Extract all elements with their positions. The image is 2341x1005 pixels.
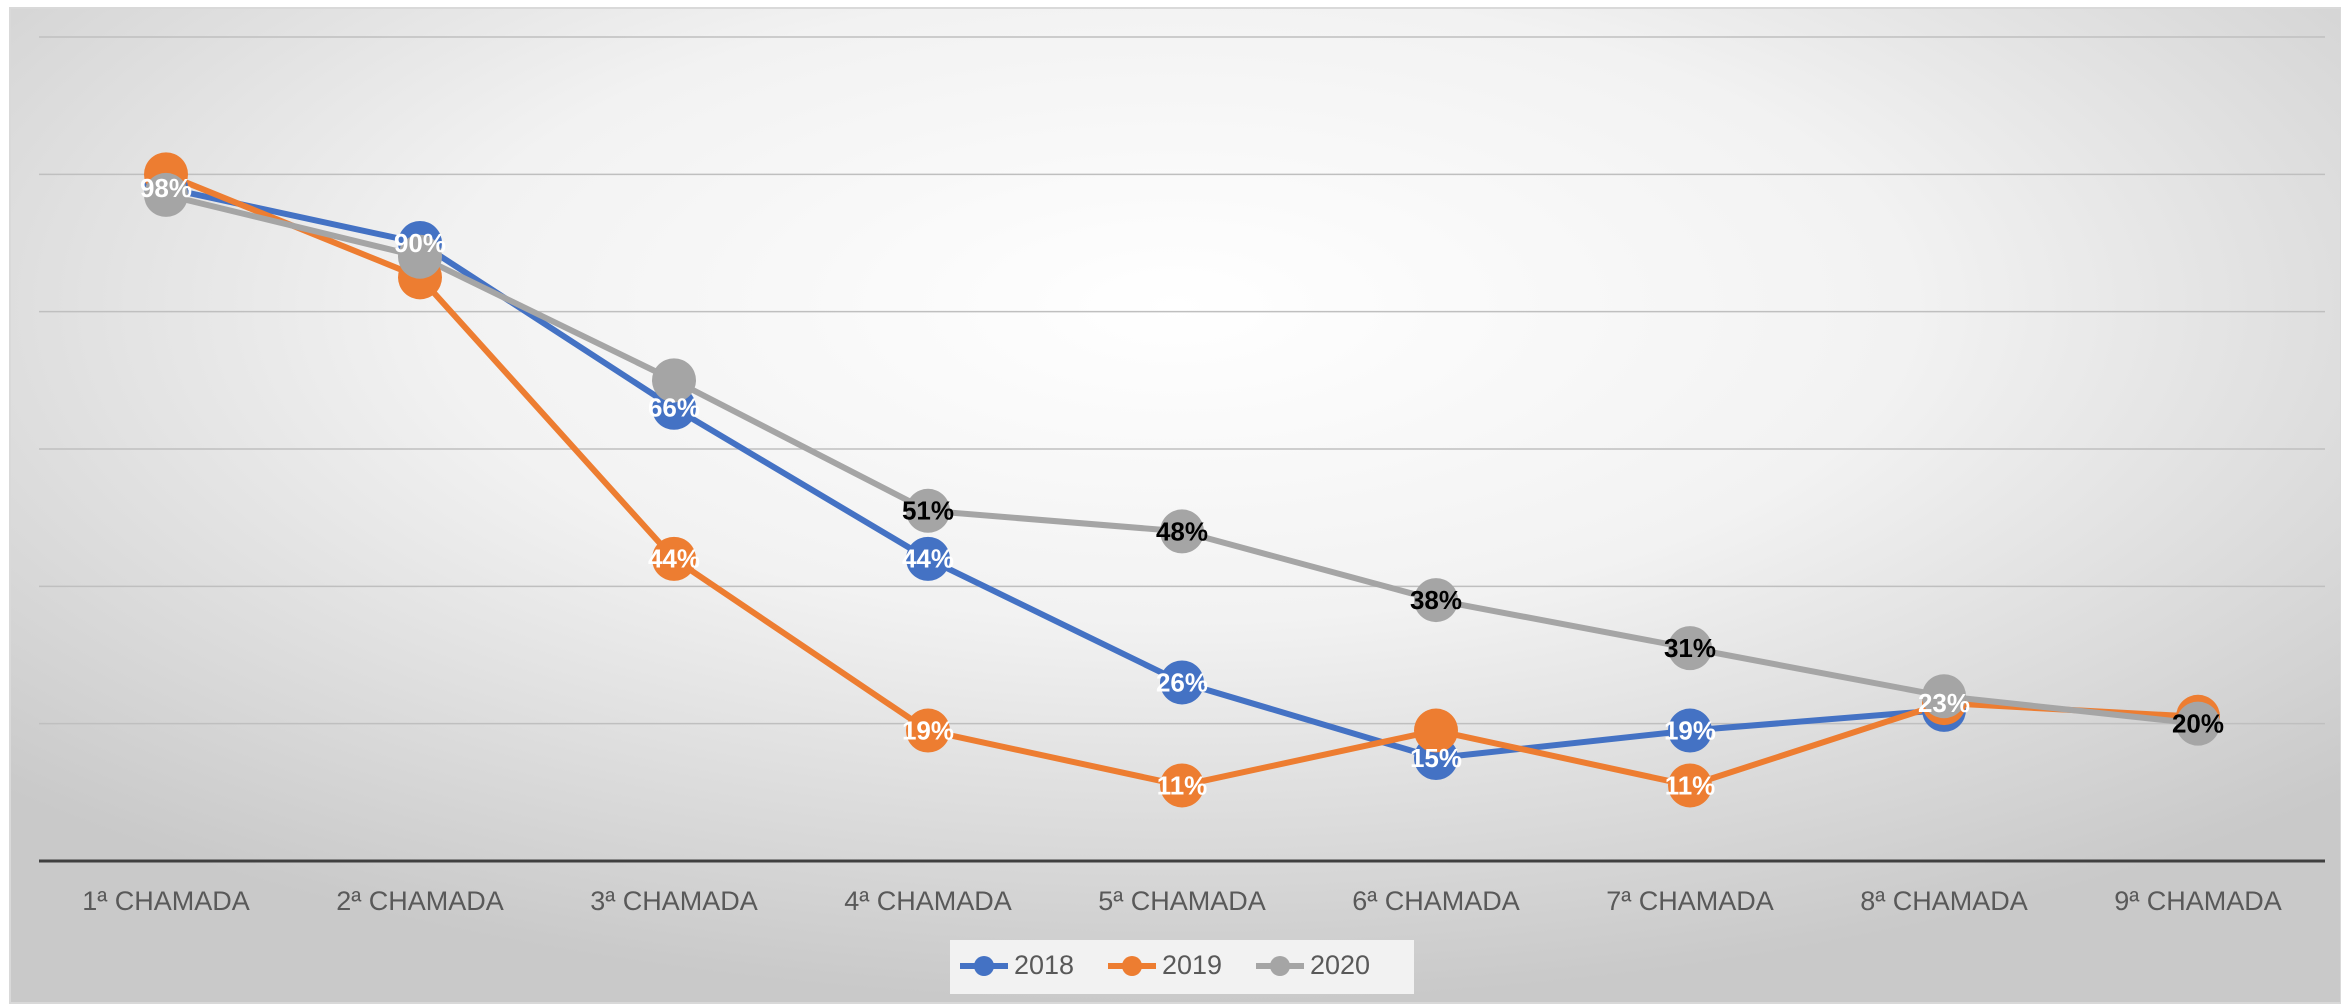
marker [1160,660,1204,705]
legend-background [950,940,1414,994]
data-label: 48% [1156,516,1208,546]
marker [144,172,188,217]
data-label: 31% [1664,633,1716,663]
marker [1414,578,1458,623]
data-label: 44% [648,544,700,574]
data-label: 26% [1156,667,1208,697]
legend-label: 2020 [1310,950,1370,980]
marker [652,536,696,581]
marker [906,708,950,753]
x-tick-label: 8ª CHAMADA [1860,886,2028,916]
data-label: 90% [394,228,446,258]
marker [1668,626,1712,671]
x-tick-label: 9ª CHAMADA [2114,886,2282,916]
x-tick-label: 7ª CHAMADA [1606,886,1774,916]
marker [1414,708,1458,753]
series-line [165,185,1945,761]
x-tick-label: 3ª CHAMADA [590,886,758,916]
marker [1160,509,1204,554]
marker [1160,763,1204,808]
marker [2176,701,2220,746]
chart-background [9,7,2341,1004]
data-label: 20% [2172,709,2224,739]
data-label: 23% [1918,688,1970,718]
data-label: 51% [902,496,954,526]
legend-marker [1122,956,1142,976]
marker [1922,674,1966,719]
marker [906,536,950,581]
marker [906,488,950,533]
legend-marker [974,956,994,976]
x-tick-label: 1ª CHAMADA [82,886,250,916]
legend-marker [1270,956,1290,976]
data-label: 19% [902,715,954,745]
data-label: 11% [1157,770,1208,800]
data-label: 11% [1665,770,1716,800]
data-label: 44% [902,544,954,574]
data-label: 19% [1664,715,1716,745]
data-label: 66% [648,393,700,423]
x-tick-label: 5ª CHAMADA [1098,886,1266,916]
data-label: 98% [140,173,192,203]
marker [1668,763,1712,808]
data-label: 15% [1410,743,1462,773]
legend-label: 2018 [1014,950,1074,980]
x-tick-label: 4ª CHAMADA [844,886,1012,916]
x-tick-label: 6ª CHAMADA [1352,886,1520,916]
marker [652,358,696,403]
data-label: 38% [1410,585,1462,615]
marker [1668,708,1712,753]
marker [398,234,442,279]
legend-label: 2019 [1162,950,1222,980]
x-tick-label: 2ª CHAMADA [336,886,504,916]
